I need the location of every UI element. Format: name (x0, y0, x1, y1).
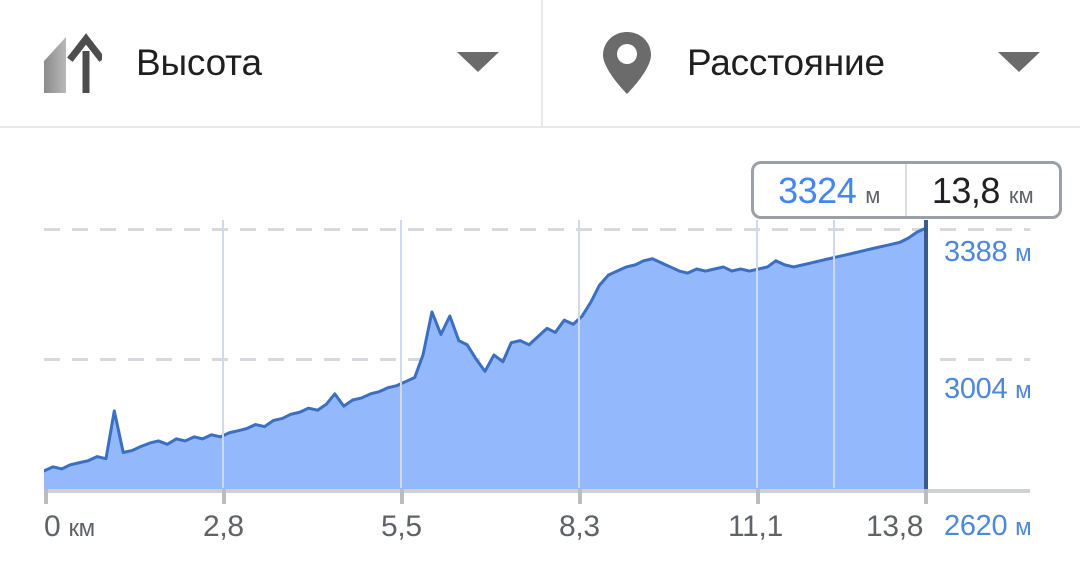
y-axis-label-top: 3388 м (944, 236, 1032, 269)
readout-distance: 13,8 км (907, 164, 1060, 216)
chevron-down-icon[interactable] (457, 52, 499, 72)
x-axis-baseline (44, 489, 1030, 493)
elevation-area-series (44, 226, 926, 490)
x-axis-tick (400, 489, 404, 504)
x-axis-label-2: 5,5 (381, 510, 422, 543)
y-axis-label-middle-value: 3004 (944, 373, 1008, 405)
x-axis-tick (756, 489, 760, 504)
x-axis-tick (222, 489, 226, 504)
x-axis-label-1: 2,8 (203, 510, 244, 543)
vertical-gridline (222, 220, 224, 488)
readout-distance-unit: км (1008, 183, 1034, 208)
distance-selector[interactable]: Расстояние (541, 0, 1080, 126)
map-pin-icon (595, 28, 659, 98)
elevation-selector-label: Высота (136, 42, 262, 83)
distance-selector-label: Расстояние (687, 42, 885, 83)
x-axis-tick (924, 489, 928, 504)
x-axis-label-5: 13,8 (866, 510, 924, 543)
y-axis-label-top-value: 3388 (944, 236, 1008, 268)
y-axis-label-middle: 3004 м (944, 373, 1032, 406)
x-axis-tick (578, 489, 582, 504)
x-axis-label-0: 0 км (44, 510, 95, 544)
x-axis-label-0-value: 0 (44, 510, 61, 543)
x-axis-label-3: 8,3 (559, 510, 600, 543)
y-axis-label-top-unit: м (1015, 240, 1032, 267)
x-axis-label-0-unit: км (68, 515, 95, 542)
x-axis-label-4: 11,1 (728, 510, 783, 543)
x-axis-tick (44, 489, 48, 504)
y-axis-label-bottom-value: 2620 (944, 510, 1008, 542)
elevation-gain-icon (40, 28, 104, 98)
readout-elevation-unit: м (865, 183, 881, 208)
gridline-top (44, 228, 1030, 231)
value-readout: 3324 м 13,8 км (751, 161, 1062, 219)
vertical-gridline (833, 220, 835, 488)
elevation-profile-chart[interactable]: 0 км 2,8 5,5 8,3 11,1 13,8 3388 м 3004 м… (0, 128, 1080, 579)
selector-header: Высота Расстояние (0, 0, 1080, 128)
y-axis-label-bottom: 2620 м (944, 510, 1032, 543)
y-axis-label-middle-unit: м (1015, 377, 1032, 404)
vertical-gridline (578, 220, 580, 488)
y-axis-label-bottom-unit: м (1015, 514, 1032, 541)
vertical-gridline (400, 220, 402, 488)
chevron-down-icon[interactable] (998, 52, 1040, 72)
readout-elevation: 3324 м (754, 164, 907, 216)
readout-distance-value: 13,8 (931, 170, 1001, 211)
vertical-gridline (756, 220, 758, 488)
elevation-selector[interactable]: Высота (0, 0, 541, 126)
readout-elevation-value: 3324 (778, 170, 857, 211)
chart-cursor-line[interactable] (924, 220, 928, 489)
